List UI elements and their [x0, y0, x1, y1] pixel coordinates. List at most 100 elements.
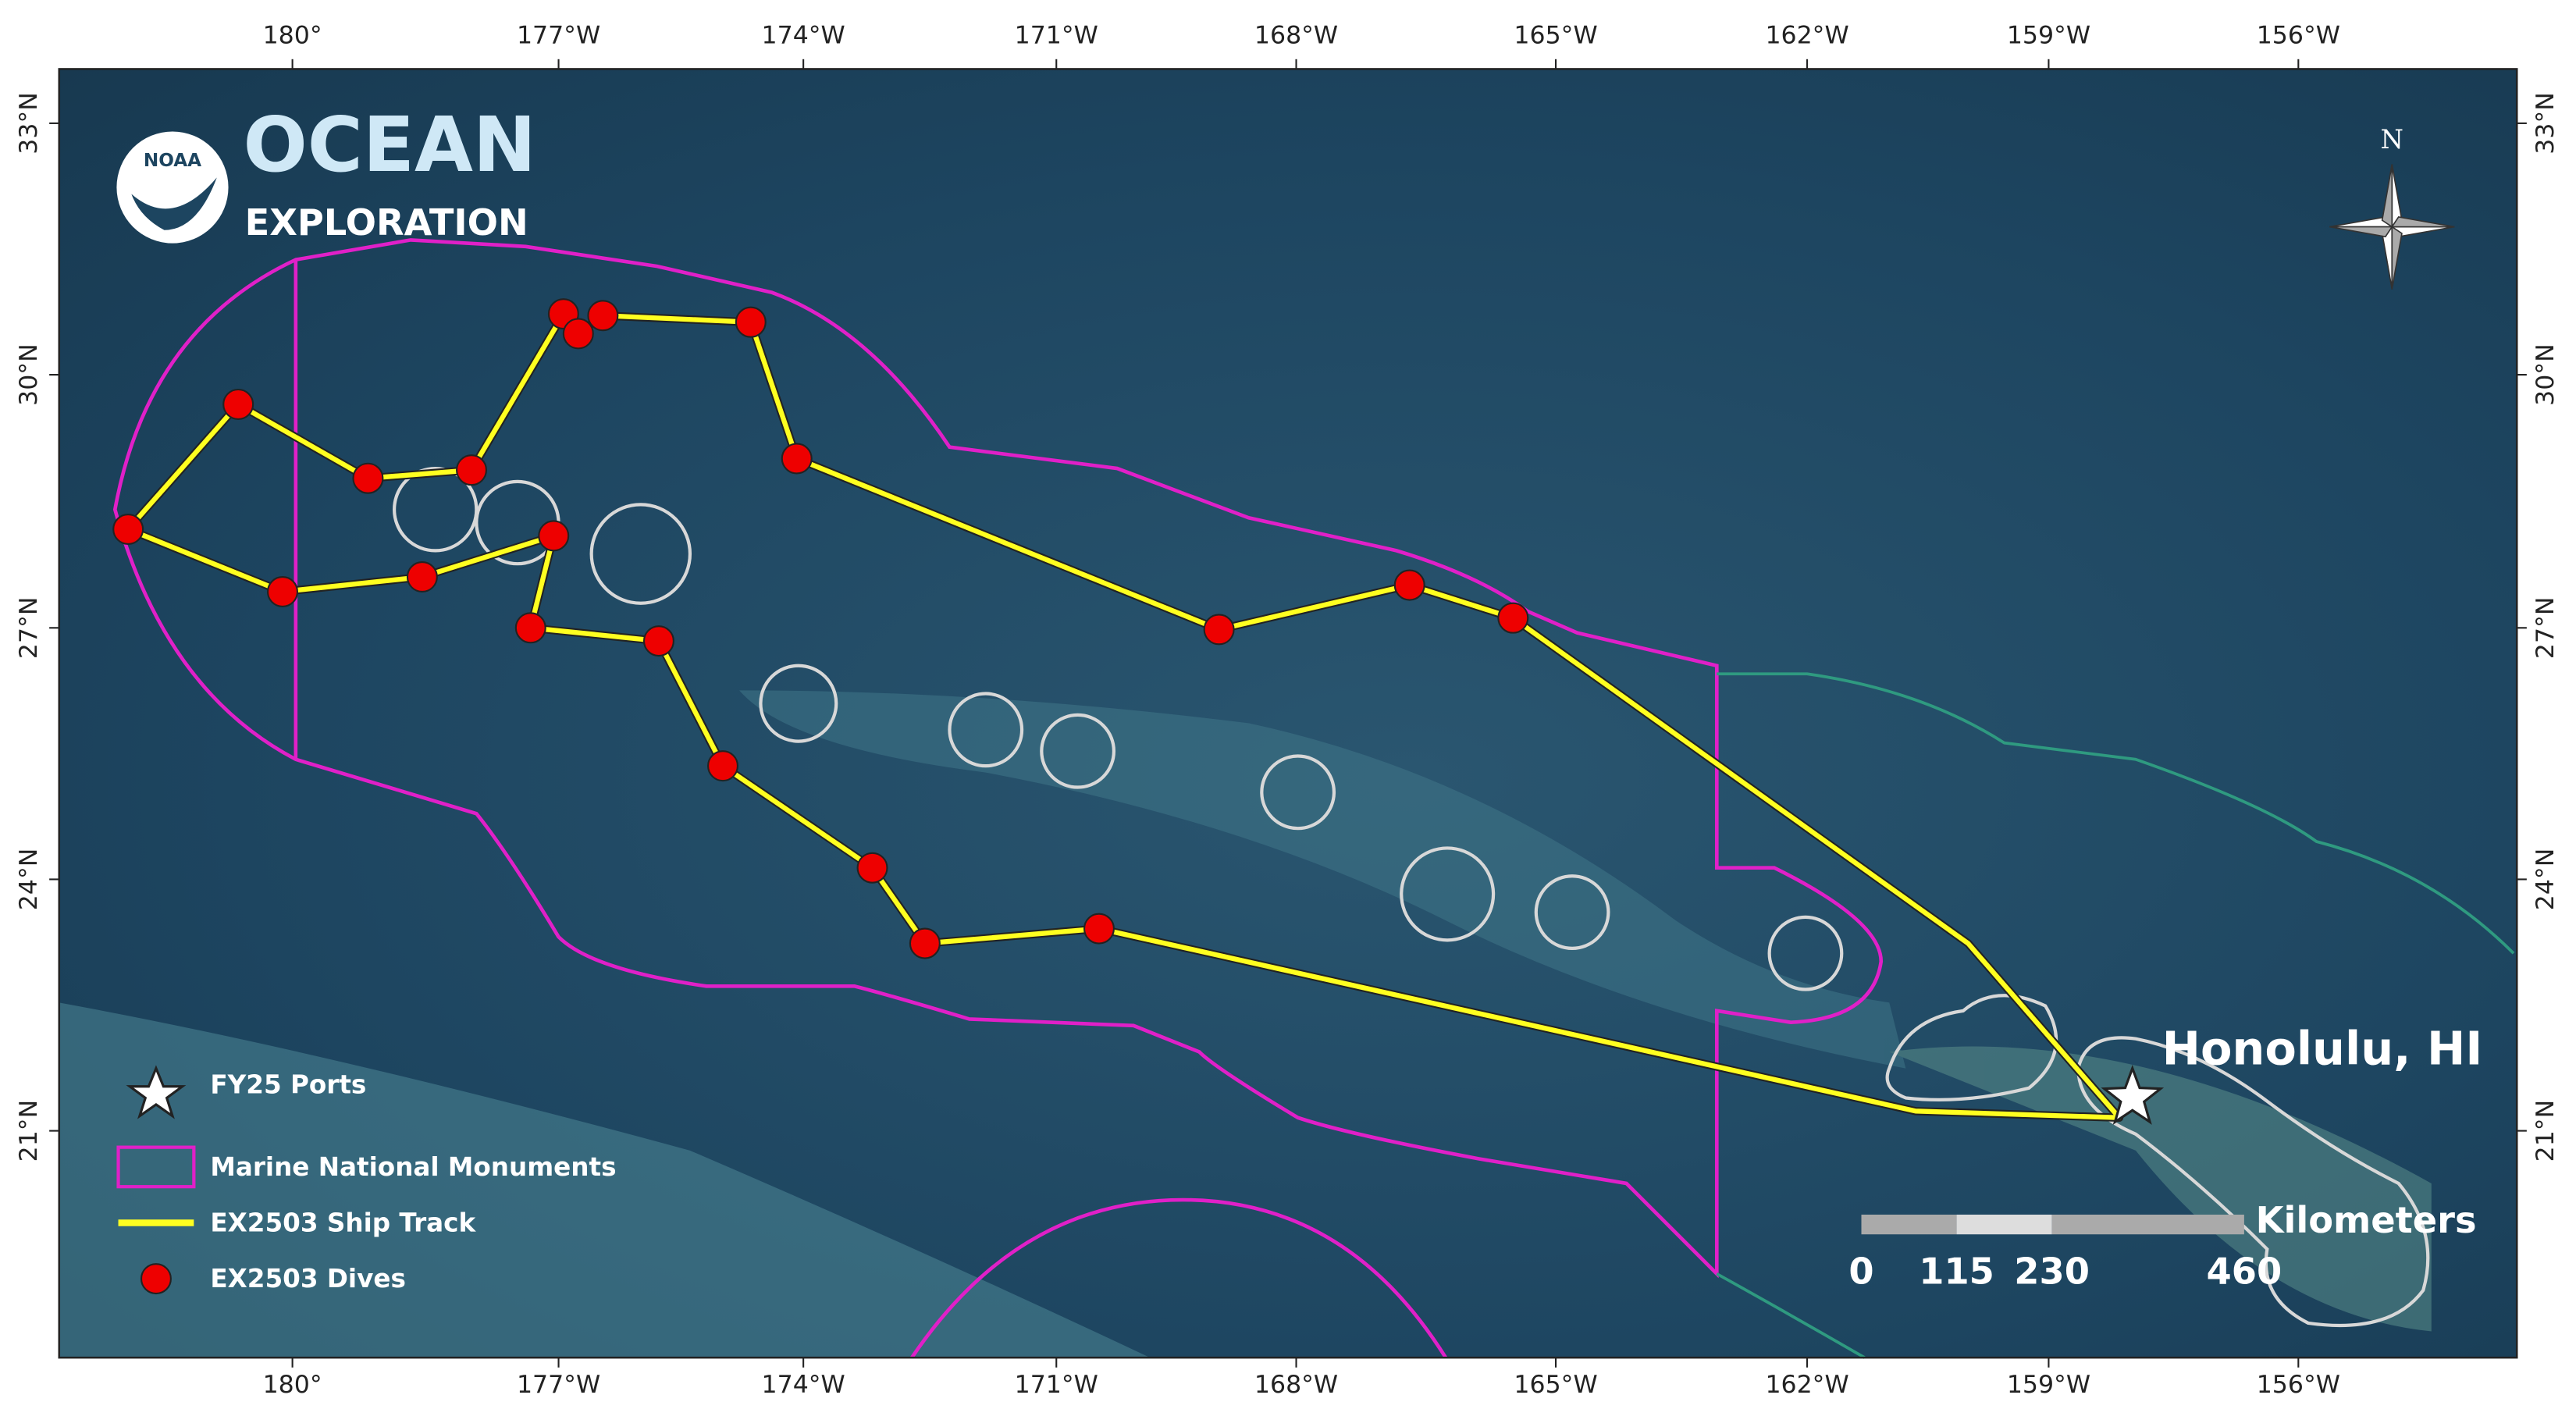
- dive: [514, 612, 546, 644]
- lon-label: 165°W: [1514, 21, 1597, 49]
- lat-label: 24°N: [2532, 849, 2560, 911]
- map-frame: [58, 68, 2518, 1359]
- lon-label: 177°W: [517, 1371, 600, 1399]
- lon-label: 174°W: [762, 21, 845, 49]
- lon-label: 159°W: [2007, 1371, 2090, 1399]
- scale-segment: [2051, 1214, 2244, 1235]
- lon-label: 180°: [263, 1371, 322, 1399]
- lat-label: 21°N: [2532, 1100, 2560, 1162]
- legend-label: EX2503 Dives: [210, 1264, 406, 1293]
- relief: [59, 690, 2432, 1358]
- scale-unit: Kilometers: [2256, 1199, 2477, 1241]
- ridge: [739, 690, 1906, 1069]
- eez-boundary: [1716, 672, 2515, 1359]
- lat-label: 27°N: [15, 597, 43, 660]
- dive: [909, 927, 941, 959]
- compass-north: N: [2381, 124, 2403, 155]
- island-buffer: [2076, 1036, 2430, 1328]
- monument-boundary: [112, 238, 1884, 1359]
- dive: [707, 750, 739, 782]
- lon-label: 165°W: [1514, 1371, 1597, 1399]
- dive: [781, 443, 813, 475]
- lon-label: 171°W: [1015, 21, 1098, 49]
- lat-label: 27°N: [2532, 597, 2560, 660]
- lon-label: 162°W: [1765, 1371, 1848, 1399]
- lat-label: 33°N: [2532, 92, 2560, 155]
- survey-area: [948, 692, 1024, 768]
- compass-rose-shade: [2329, 164, 2455, 290]
- lon-label: 156°W: [2257, 1371, 2340, 1399]
- scale-segment: [1861, 1214, 1957, 1235]
- eez-line: [1717, 672, 2515, 955]
- place-label: Honolulu, HI: [2162, 1022, 2483, 1076]
- dive: [1497, 602, 1529, 634]
- dive: [1083, 913, 1115, 945]
- dive: [1393, 569, 1425, 601]
- survey-area: [1400, 846, 1496, 942]
- lat-label: 21°N: [15, 1100, 43, 1162]
- logo: NOAA OCEAN EXPLORATION: [116, 101, 536, 244]
- dive: [587, 300, 619, 332]
- monument-outline: [112, 238, 1884, 1279]
- dive: [735, 306, 767, 338]
- survey-area: [1534, 874, 1610, 950]
- lon-label: 168°W: [1254, 1371, 1338, 1399]
- legend: FY25 Ports Marine National Monuments EX2…: [116, 1065, 616, 1295]
- legend-label: Marine National Monuments: [210, 1152, 616, 1182]
- dive: [456, 454, 488, 486]
- survey-area: [1260, 754, 1336, 831]
- survey-areas: [392, 466, 2430, 1328]
- lon-label: 159°W: [2007, 21, 2090, 49]
- lon-label: 174°W: [762, 1371, 845, 1399]
- lon-label: 162°W: [1765, 21, 1848, 49]
- lat-label: 30°N: [2532, 343, 2560, 406]
- survey-area: [1767, 915, 1844, 991]
- monument-outline-south: [910, 1197, 1448, 1359]
- legend-star: [126, 1065, 187, 1119]
- eez-line: [1716, 1272, 1866, 1359]
- survey-area: [392, 466, 479, 553]
- dive: [266, 575, 298, 607]
- logo-subtitle: EXPLORATION: [245, 201, 528, 244]
- dive: [856, 852, 888, 884]
- dive: [112, 513, 144, 545]
- scale-bar: Kilometers 0 115 230 460: [1848, 1199, 2476, 1292]
- survey-area: [759, 664, 838, 743]
- graticule-labels: 180° 180° 177°W 177°W 174°W 174°W 171°W 171°W 16…: [15, 21, 2560, 1399]
- dive: [642, 625, 674, 657]
- port-star: [2101, 1065, 2165, 1125]
- lon-label: 177°W: [517, 21, 600, 49]
- legend-label: EX2503 Ship Track: [210, 1208, 476, 1238]
- lat-label: 30°N: [15, 343, 43, 406]
- legend-label: FY25 Ports: [210, 1070, 366, 1100]
- lat-label: 33°N: [15, 92, 43, 155]
- scale-label: 460: [2207, 1250, 2282, 1292]
- survey-area: [589, 503, 692, 605]
- compass: N: [2329, 124, 2455, 290]
- dives: [112, 298, 1529, 959]
- logo-badge-text: NOAA: [144, 151, 201, 171]
- dive: [406, 561, 438, 593]
- islands-shelf: [1889, 1046, 2432, 1332]
- dive: [222, 388, 254, 420]
- lon-label: 171°W: [1015, 1371, 1098, 1399]
- lon-label: 156°W: [2257, 21, 2340, 49]
- legend-monument: [116, 1145, 196, 1189]
- dive: [352, 462, 384, 494]
- dive: [538, 520, 570, 552]
- logo-bird: [131, 177, 217, 230]
- scale-label: 230: [2014, 1250, 2090, 1292]
- legend-dive: [140, 1263, 172, 1295]
- lon-label: 168°W: [1254, 21, 1338, 49]
- dive: [1203, 614, 1235, 646]
- logo-title: OCEAN: [243, 101, 535, 189]
- dive: [562, 318, 594, 350]
- scale-label: 115: [1919, 1250, 1994, 1292]
- shelf: [59, 1002, 1151, 1358]
- survey-area: [1040, 713, 1116, 789]
- lat-label: 24°N: [15, 849, 43, 911]
- scale-segment: [1956, 1214, 2052, 1235]
